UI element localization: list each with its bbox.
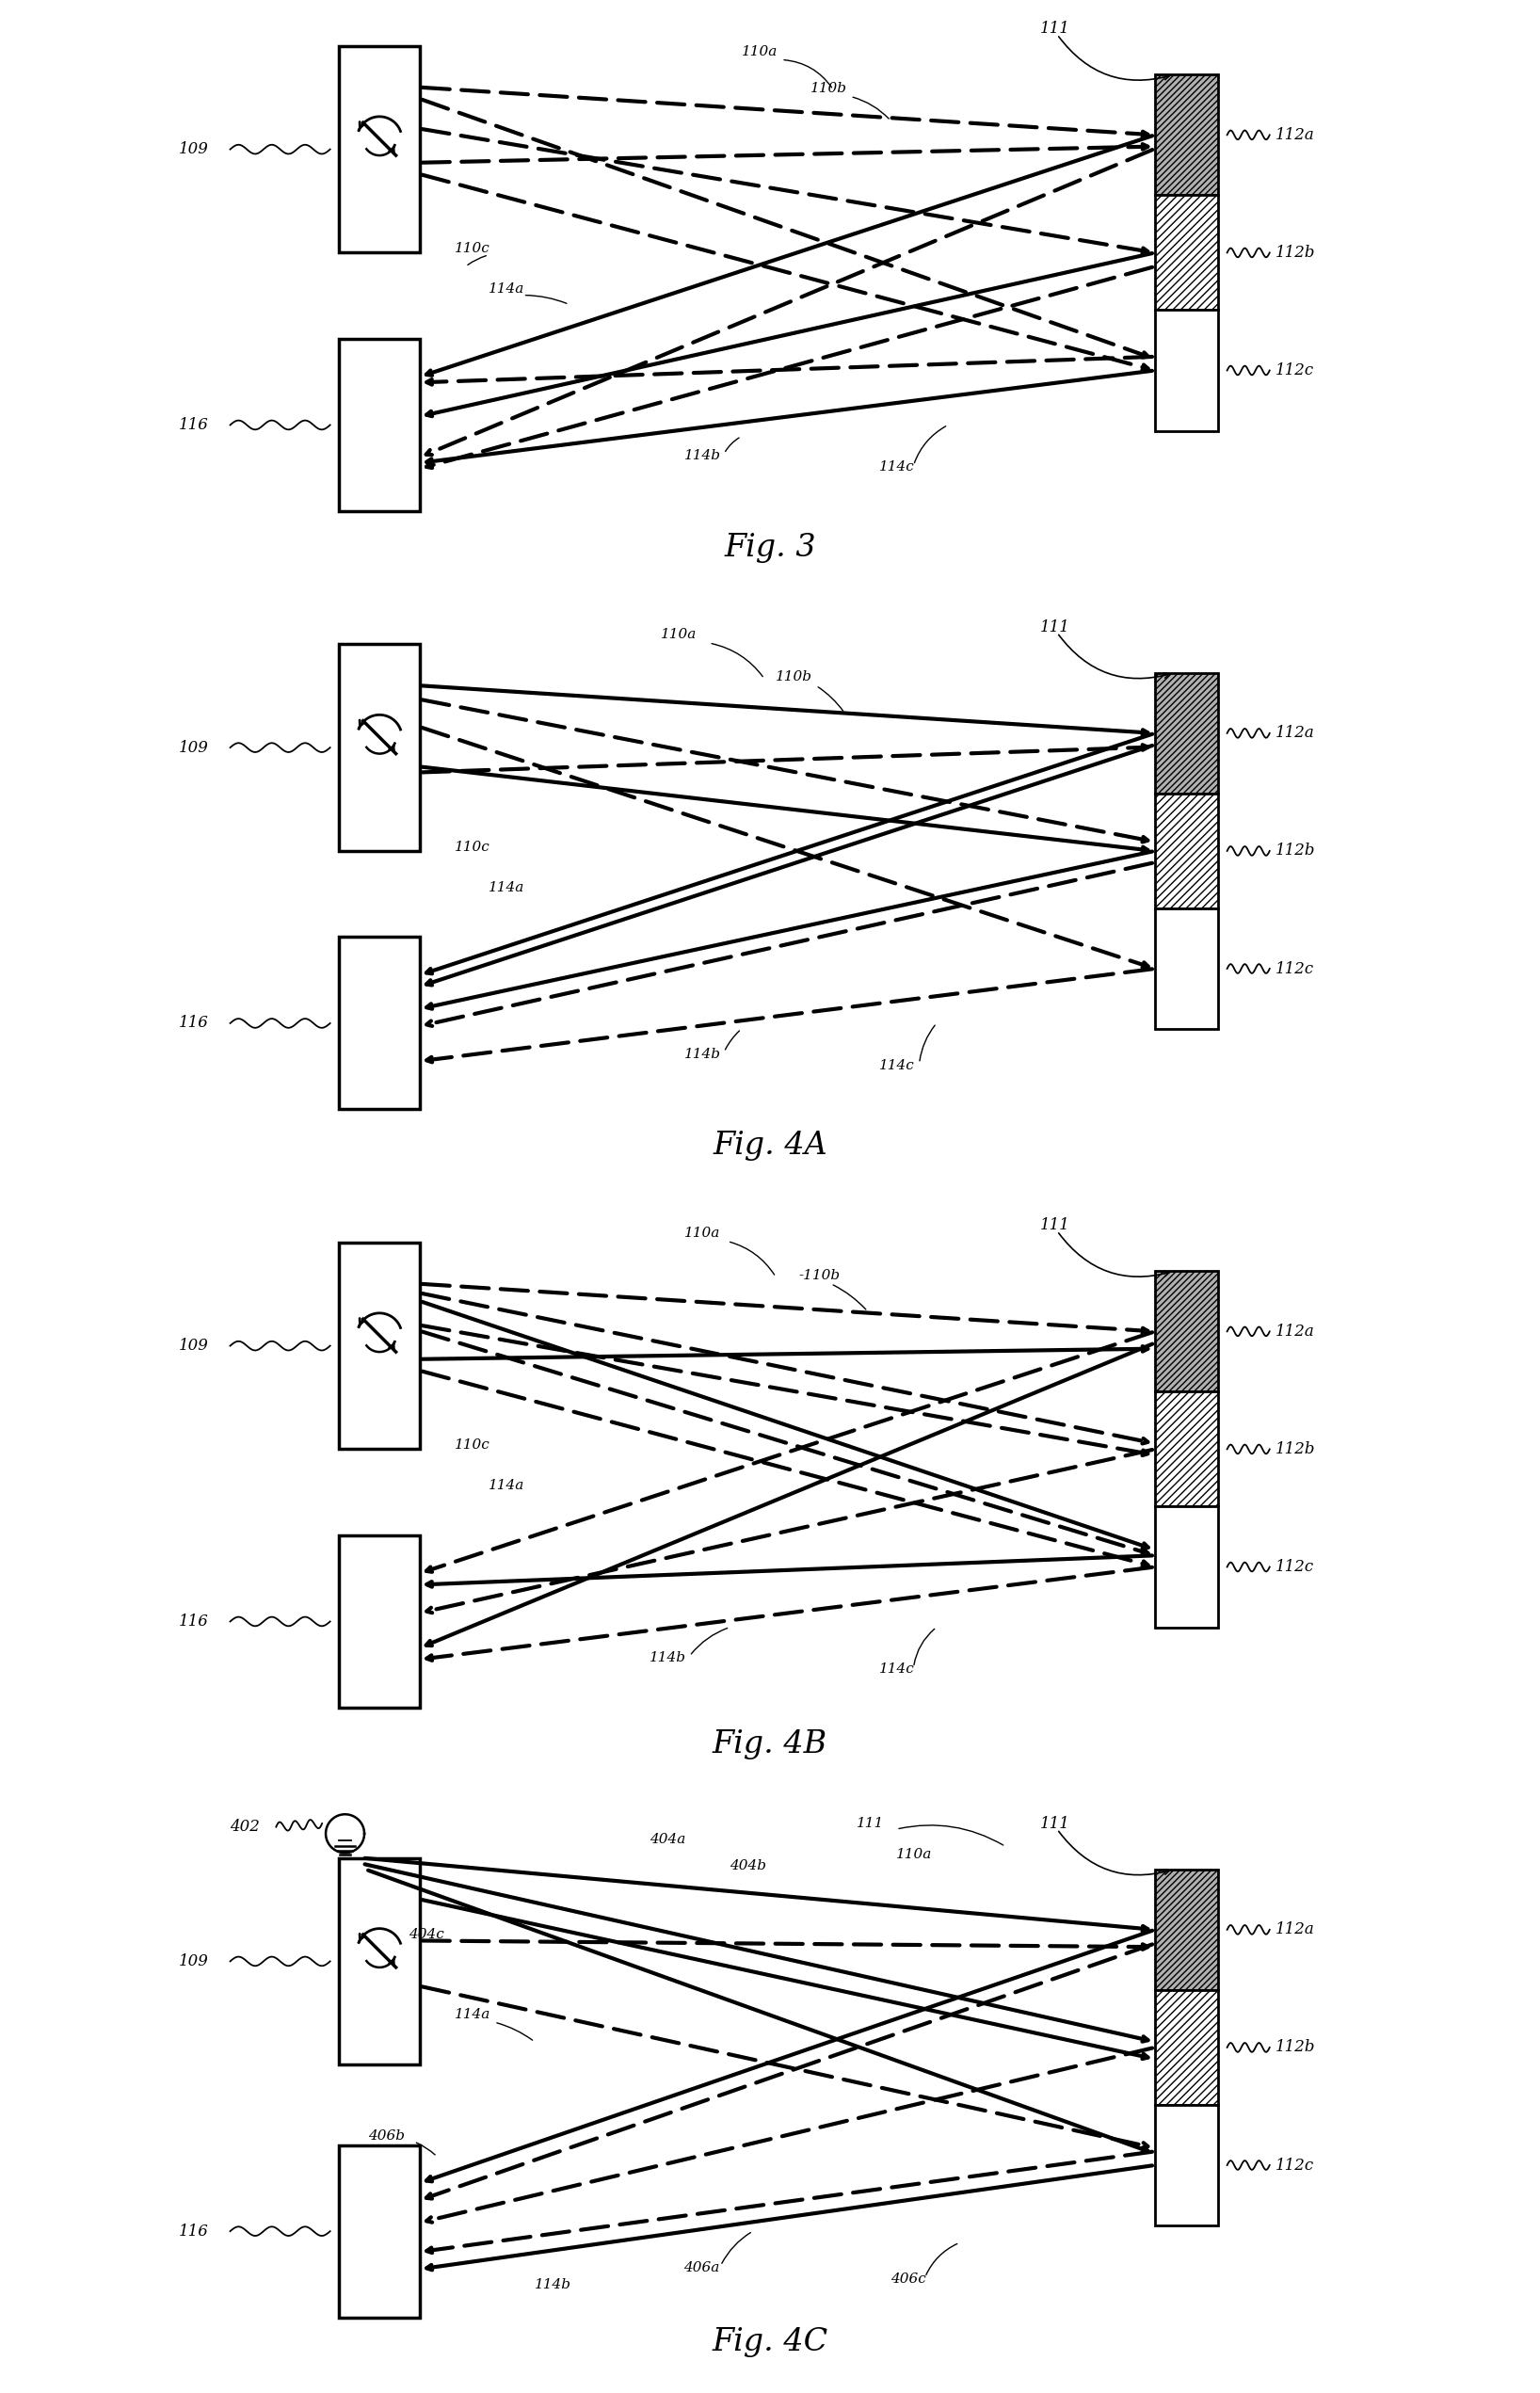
Text: 110b: 110b bbox=[810, 81, 847, 96]
Text: 112a: 112a bbox=[1275, 725, 1315, 742]
Text: 110c: 110c bbox=[454, 840, 490, 854]
Text: 114a: 114a bbox=[488, 881, 525, 895]
Text: 114b: 114b bbox=[684, 450, 721, 462]
Text: 109: 109 bbox=[179, 739, 208, 756]
Text: 110c: 110c bbox=[454, 242, 490, 256]
Text: 110a: 110a bbox=[661, 627, 698, 641]
Text: 112b: 112b bbox=[1275, 842, 1315, 859]
Text: 111: 111 bbox=[1040, 22, 1070, 36]
Text: 116: 116 bbox=[179, 1613, 208, 1630]
Text: 112a: 112a bbox=[1275, 1323, 1315, 1340]
Text: 116: 116 bbox=[179, 2223, 208, 2240]
Text: 111: 111 bbox=[1040, 1218, 1070, 1232]
Text: 110a: 110a bbox=[741, 45, 778, 57]
Text: Fig. 4A: Fig. 4A bbox=[713, 1132, 827, 1161]
Bar bbox=[1155, 1508, 1218, 1627]
Text: 114a: 114a bbox=[488, 1479, 525, 1493]
Bar bbox=[1155, 1393, 1218, 1508]
Text: 114a: 114a bbox=[454, 2008, 490, 2022]
Text: 112a: 112a bbox=[1275, 127, 1315, 144]
Text: 116: 116 bbox=[179, 416, 208, 433]
Text: 116: 116 bbox=[179, 1015, 208, 1031]
Bar bbox=[339, 45, 420, 254]
Text: 114c: 114c bbox=[879, 459, 915, 474]
Text: 112c: 112c bbox=[1275, 361, 1314, 378]
Bar bbox=[339, 938, 420, 1110]
Bar bbox=[1155, 196, 1218, 311]
Bar bbox=[1155, 1869, 1218, 1991]
Text: 114c: 114c bbox=[879, 1663, 915, 1675]
Text: 114b: 114b bbox=[650, 1651, 687, 1666]
Text: 112b: 112b bbox=[1275, 2039, 1315, 2056]
Bar bbox=[1155, 2106, 1218, 2225]
Bar bbox=[1155, 311, 1218, 431]
Text: 404c: 404c bbox=[408, 1929, 444, 1941]
Bar bbox=[1155, 794, 1218, 909]
Text: 112b: 112b bbox=[1275, 244, 1315, 261]
Bar bbox=[1155, 1991, 1218, 2106]
Text: 110b: 110b bbox=[776, 670, 813, 684]
Text: 112c: 112c bbox=[1275, 960, 1314, 976]
Text: 112c: 112c bbox=[1275, 2156, 1314, 2173]
Text: Fig. 4C: Fig. 4C bbox=[711, 2328, 829, 2357]
Text: 110a: 110a bbox=[684, 1225, 721, 1240]
Text: 111: 111 bbox=[1040, 620, 1070, 634]
Bar bbox=[339, 340, 420, 512]
Text: 109: 109 bbox=[179, 141, 208, 158]
Bar bbox=[339, 2144, 420, 2316]
Bar bbox=[339, 1536, 420, 1709]
Bar bbox=[1155, 1271, 1218, 1393]
Text: 114c: 114c bbox=[879, 1058, 915, 1072]
Text: 112a: 112a bbox=[1275, 1922, 1315, 1938]
Text: -110b: -110b bbox=[799, 1268, 841, 1283]
Text: Fig. 3: Fig. 3 bbox=[724, 534, 816, 562]
Text: 111: 111 bbox=[856, 1816, 884, 1831]
Text: 112b: 112b bbox=[1275, 1441, 1315, 1457]
Text: 406b: 406b bbox=[368, 2130, 405, 2142]
Text: 110c: 110c bbox=[454, 1438, 490, 1453]
Bar bbox=[339, 1242, 420, 1450]
Bar bbox=[1155, 74, 1218, 196]
Text: 404b: 404b bbox=[730, 1859, 767, 1871]
Text: 112c: 112c bbox=[1275, 1558, 1314, 1575]
Text: 110a: 110a bbox=[896, 1847, 932, 1862]
Text: 111: 111 bbox=[1040, 1816, 1070, 1831]
Text: 109: 109 bbox=[179, 1338, 208, 1354]
Text: 406c: 406c bbox=[890, 2273, 926, 2285]
Text: 114a: 114a bbox=[488, 282, 525, 297]
Bar bbox=[1155, 909, 1218, 1029]
Bar bbox=[1155, 672, 1218, 794]
Text: 406a: 406a bbox=[684, 2261, 721, 2273]
Text: Fig. 4B: Fig. 4B bbox=[713, 1730, 827, 1759]
Bar bbox=[339, 1857, 420, 2065]
Text: 114b: 114b bbox=[684, 1048, 721, 1060]
Bar bbox=[339, 644, 420, 852]
Text: 404a: 404a bbox=[650, 1833, 685, 1845]
Text: 402: 402 bbox=[229, 1819, 260, 1835]
Text: 109: 109 bbox=[179, 1953, 208, 1969]
Text: 114b: 114b bbox=[534, 2278, 571, 2292]
